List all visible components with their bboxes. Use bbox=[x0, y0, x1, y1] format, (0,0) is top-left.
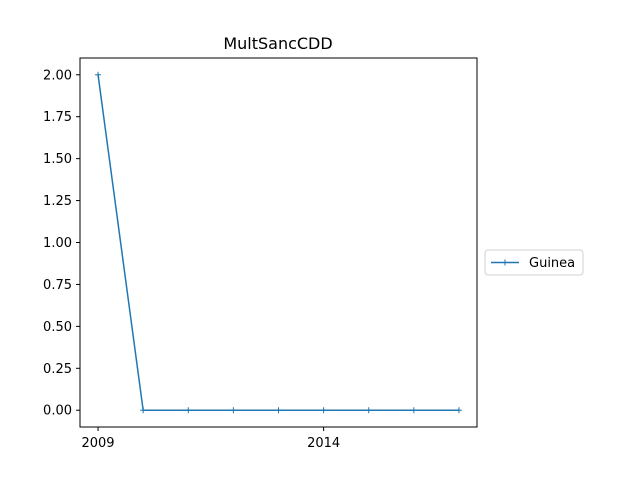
y-tick-label: 0.75 bbox=[43, 278, 72, 293]
data-point-marker bbox=[455, 407, 462, 414]
y-tick-label: 1.00 bbox=[43, 236, 72, 251]
data-point-marker bbox=[230, 407, 237, 414]
data-point-marker bbox=[365, 407, 372, 414]
y-tick-label: 0.25 bbox=[43, 362, 72, 377]
data-point-marker bbox=[275, 407, 282, 414]
data-point-marker bbox=[95, 71, 102, 78]
y-tick-label: 2.00 bbox=[43, 68, 72, 83]
x-tick-label: 2014 bbox=[307, 436, 340, 451]
y-tick-label: 0.50 bbox=[43, 320, 72, 335]
data-point-marker bbox=[410, 407, 417, 414]
legend: Guinea bbox=[484, 249, 584, 276]
data-point-marker bbox=[320, 407, 327, 414]
y-tick-label: 1.50 bbox=[43, 152, 72, 167]
data-point-marker bbox=[185, 407, 192, 414]
chart-title: MultSancCDD bbox=[223, 34, 332, 53]
plot-area: 0.00 0.25 0.50 0.75 1.00 1.25 1.50 1.75 2.00 2009… bbox=[43, 57, 478, 451]
x-tick-label: 2009 bbox=[81, 436, 114, 451]
legend-box bbox=[484, 249, 584, 276]
y-tick-label: 1.75 bbox=[43, 110, 72, 125]
legend-label: Guinea bbox=[529, 256, 575, 271]
y-tick-label: 0.00 bbox=[43, 404, 72, 419]
axes-background bbox=[80, 58, 477, 427]
y-tick-label: 1.25 bbox=[43, 194, 72, 209]
data-point-marker bbox=[140, 407, 147, 414]
axes-frame bbox=[79, 57, 478, 428]
